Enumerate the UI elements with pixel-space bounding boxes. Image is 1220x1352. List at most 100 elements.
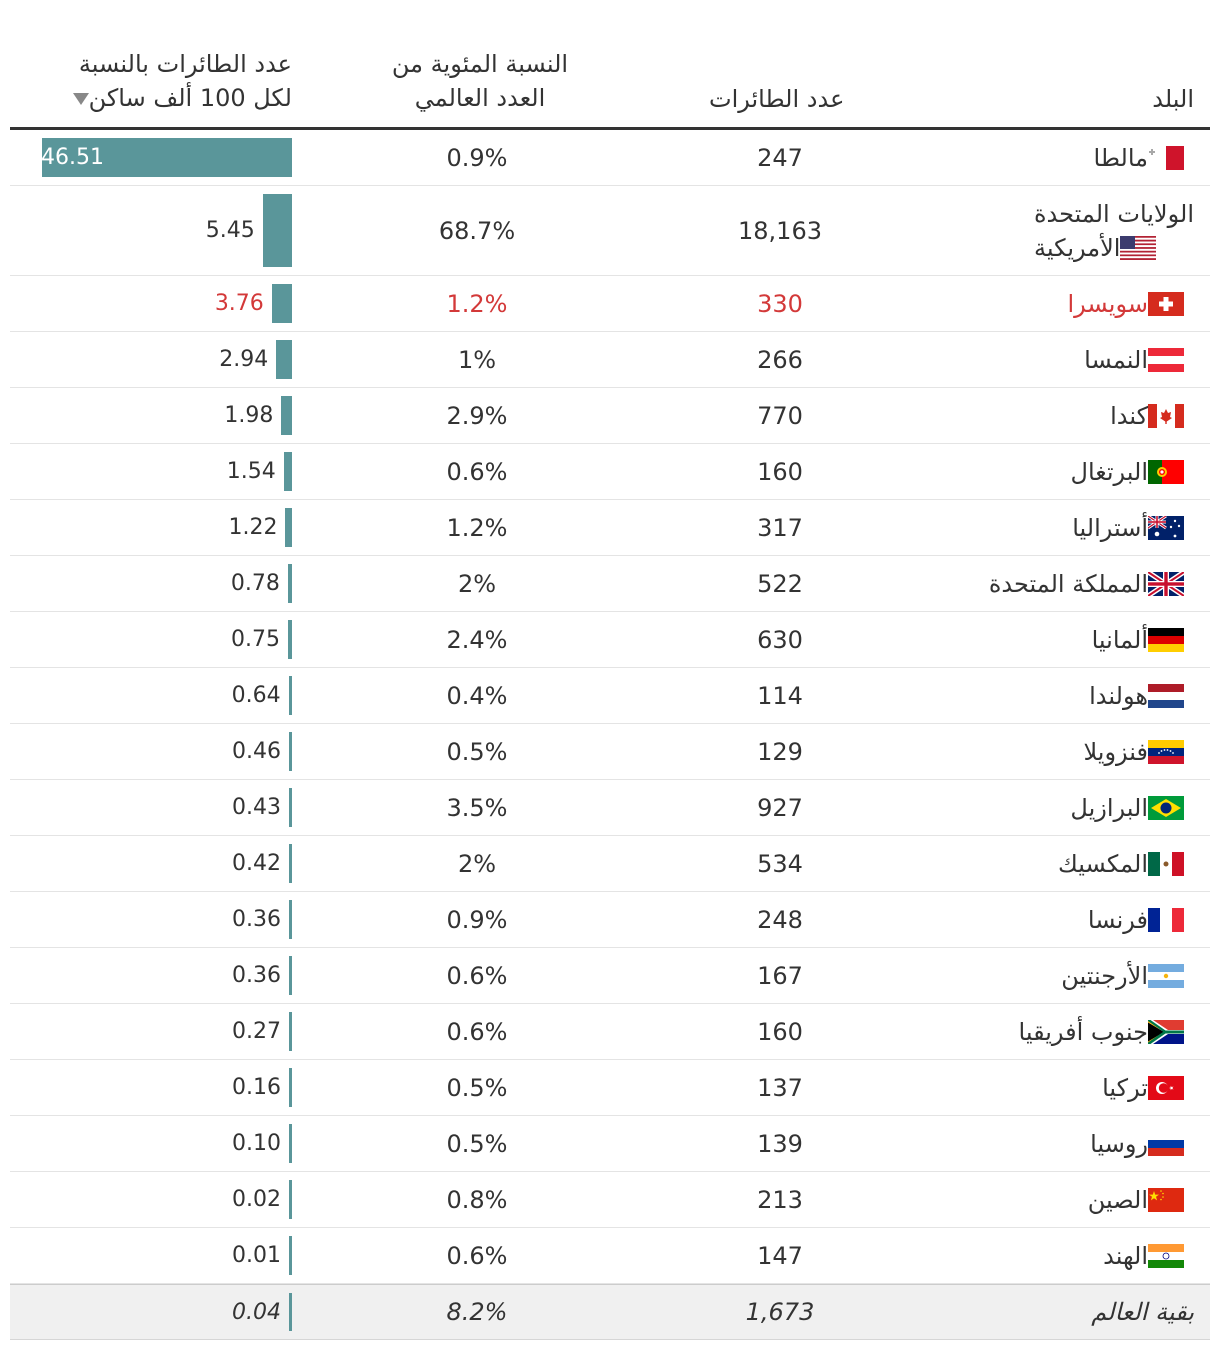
venezuela-flag-icon: [1148, 739, 1184, 764]
table-row[interactable]: الولايات المتحدة الأمريكية 18,163 68.7% 5.45: [10, 186, 1210, 276]
world-share-pct: 2.4%: [446, 625, 508, 654]
aircraft-count: 317: [757, 513, 803, 542]
table-row[interactable]: كندا 770 2.9% 1.98: [10, 388, 1210, 444]
table-row[interactable]: البرتغال 160 0.6% 1.54: [10, 444, 1210, 500]
table-row[interactable]: الصين 213 0.8% 0.02: [10, 1172, 1210, 1228]
aircraft-count: 266: [757, 345, 803, 374]
russia-flag-icon: [1148, 1131, 1184, 1156]
table-row[interactable]: تركيا 137 0.5% 0.16: [10, 1060, 1210, 1116]
germany-flag-icon: [1148, 627, 1184, 652]
aircraft-count: 330: [757, 289, 803, 318]
table-row[interactable]: روسيا 139 0.5% 0.10: [10, 1116, 1210, 1172]
table-body: مالطا 247 0.9% 46.51 الولايات المتحدة الأمريك…: [10, 130, 1210, 1340]
aircraft-table: البلد عدد الطائرات النسبة المئوية من الع…: [10, 0, 1210, 1340]
uk-flag-icon: [1148, 571, 1184, 596]
table-row[interactable]: فنزويلا 129 0.5% 0.46: [10, 724, 1210, 780]
per-capita-cell: 0.64: [40, 668, 292, 723]
table-header: البلد عدد الطائرات النسبة المئوية من الع…: [10, 0, 1210, 130]
per-capita-bar: [287, 620, 292, 659]
world-share-pct: 0.8%: [446, 1185, 508, 1214]
table-row[interactable]: المملكة المتحدة 522 2% 0.78: [10, 556, 1210, 612]
per-capita-bar: [289, 1012, 292, 1051]
per-capita-value: 0.10: [232, 1131, 281, 1156]
per-capita-value: 0.01: [232, 1243, 281, 1268]
portugal-flag-icon: [1148, 459, 1184, 484]
table-row[interactable]: مالطا 247 0.9% 46.51: [10, 130, 1210, 186]
per-capita-bar: [289, 1124, 292, 1163]
table-row[interactable]: ألمانيا 630 2.4% 0.75: [10, 612, 1210, 668]
country-name: البرتغال: [1070, 457, 1148, 486]
per-capita-bar: [283, 452, 292, 491]
per-capita-cell: 5.45: [40, 186, 292, 275]
table-row[interactable]: هولندا 114 0.4% 0.64: [10, 668, 1210, 724]
country-cell: سويسرا: [1067, 276, 1194, 331]
per-capita-bar: [289, 732, 292, 771]
aircraft-count: 147: [757, 1241, 803, 1270]
table-row[interactable]: أستراليا 317 1.2% 1.22: [10, 500, 1210, 556]
world-share-pct: 0.6%: [446, 1017, 508, 1046]
aircraft-count: 160: [757, 457, 803, 486]
table-row[interactable]: المكسيك 534 2% 0.42: [10, 836, 1210, 892]
sort-descending-icon: [72, 93, 89, 105]
per-capita-value: 0.42: [232, 851, 281, 876]
country-cell: الولايات المتحدة الأمريكية: [1034, 186, 1194, 275]
aircraft-count: 114: [757, 681, 803, 710]
country-name: الصين: [1087, 1185, 1148, 1214]
aircraft-count: 770: [757, 401, 803, 430]
per-capita-value: 46.51: [41, 145, 104, 170]
per-capita-cell: 0.10: [40, 1116, 292, 1171]
country-cell: النمسا: [1084, 332, 1194, 387]
argentina-flag-icon: [1148, 963, 1184, 988]
country-name: سويسرا: [1067, 289, 1148, 318]
table-row[interactable]: سويسرا 330 1.2% 3.76: [10, 276, 1210, 332]
country-name: بقية العالم: [1091, 1298, 1194, 1326]
header-pct[interactable]: النسبة المئوية من العدد العالمي: [370, 47, 590, 115]
per-capita-cell: 1.54: [40, 444, 292, 499]
world-share-pct: 1%: [457, 345, 497, 374]
country-cell: هولندا: [1089, 668, 1194, 723]
country-name: المكسيك: [1058, 849, 1148, 878]
world-share-pct: 0.9%: [446, 143, 508, 172]
country-cell: أستراليا: [1072, 500, 1194, 555]
country-cell: فرنسا: [1088, 892, 1194, 947]
world-share-pct: 0.5%: [446, 737, 508, 766]
country-name: فرنسا: [1087, 905, 1148, 934]
country-cell: ألمانيا: [1092, 612, 1194, 667]
per-capita-cell: 1.22: [40, 500, 292, 555]
aircraft-count: 213: [757, 1185, 803, 1214]
table-row-total[interactable]: بقية العالم 1,673 8.2% 0.04: [10, 1284, 1210, 1340]
country-cell: تركيا: [1102, 1060, 1194, 1115]
per-capita-cell: 0.42: [40, 836, 292, 891]
table-row[interactable]: البرازيل 927 3.5% 0.43: [10, 780, 1210, 836]
table-row[interactable]: جنوب أفريقيا 160 0.6% 0.27: [10, 1004, 1210, 1060]
aircraft-count: 522: [757, 569, 803, 598]
per-capita-value: 0.36: [232, 907, 281, 932]
world-share-pct: 8.2%: [446, 1298, 508, 1326]
per-capita-value: 0.75: [230, 627, 280, 652]
per-capita-cell: 0.02: [40, 1172, 292, 1227]
per-capita-value: 0.43: [232, 795, 281, 820]
per-capita-bar: [288, 676, 292, 715]
world-share-pct: 0.5%: [446, 1129, 508, 1158]
austria-flag-icon: [1148, 347, 1184, 372]
country-name: البرازيل: [1070, 793, 1148, 822]
header-count[interactable]: عدد الطائرات: [709, 85, 845, 113]
table-row[interactable]: الأرجنتين 167 0.6% 0.36: [10, 948, 1210, 1004]
country-cell: كندا: [1110, 388, 1194, 443]
country-name: جنوب أفريقيا: [1018, 1017, 1148, 1046]
header-per-capita[interactable]: عدد الطائرات بالنسبة لكل 100 ألف ساكن: [45, 47, 292, 115]
country-cell: روسيا: [1090, 1116, 1194, 1171]
aircraft-count: 247: [757, 143, 803, 172]
table-row[interactable]: فرنسا 248 0.9% 0.36: [10, 892, 1210, 948]
country-name: روسيا: [1090, 1129, 1148, 1158]
country-cell: جنوب أفريقيا: [1019, 1004, 1194, 1059]
header-country[interactable]: البلد: [1152, 85, 1194, 113]
table-row[interactable]: الهند 147 0.6% 0.01: [10, 1228, 1210, 1284]
country-cell: فنزويلا: [1083, 724, 1194, 779]
per-capita-value: 5.45: [205, 218, 255, 243]
table-row[interactable]: النمسا 266 1% 2.94: [10, 332, 1210, 388]
country-cell: البرتغال: [1071, 444, 1194, 499]
per-capita-cell: 46.51: [40, 130, 292, 185]
aircraft-count: 160: [757, 1017, 803, 1046]
per-capita-cell: 0.43: [40, 780, 292, 835]
